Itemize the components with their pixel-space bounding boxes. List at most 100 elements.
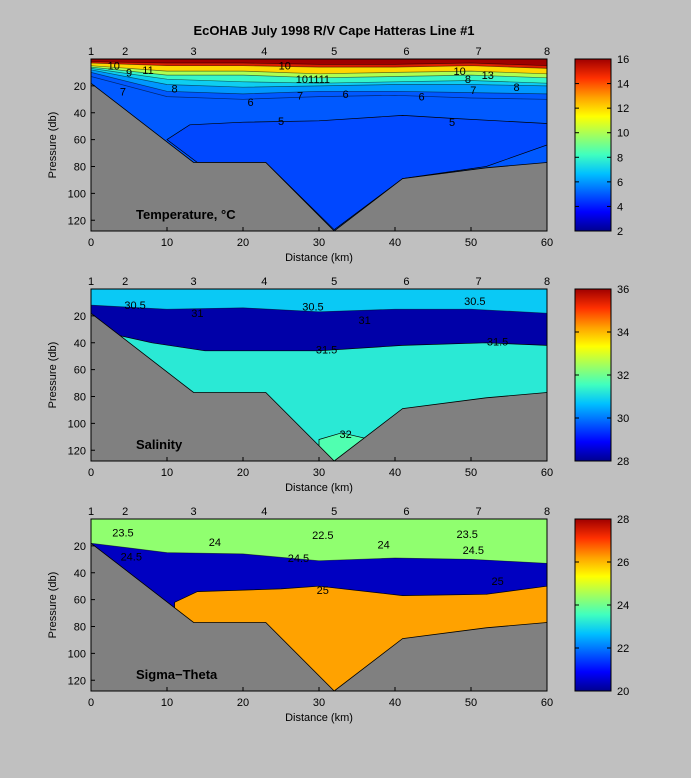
y-tick-label: 120 [68, 215, 86, 227]
x-tick-label: 60 [541, 467, 553, 479]
colorbar-tick-label: 16 [617, 54, 629, 66]
colorbar-tick-label: 34 [617, 327, 629, 339]
contour-label: 6 [343, 89, 349, 101]
x-tick-label: 0 [88, 697, 94, 709]
contour-label: 11 [142, 65, 153, 77]
x-tick-label: 50 [465, 467, 477, 479]
colorbar-tick-label: 8 [617, 152, 623, 164]
station-label: 6 [403, 276, 409, 288]
contour-label: 101111 [296, 74, 330, 86]
colorbar [574, 58, 612, 232]
contour-label: 8 [172, 84, 178, 96]
x-tick-label: 40 [389, 697, 401, 709]
y-tick-label: 120 [68, 675, 86, 687]
x-tick-label: 60 [541, 697, 553, 709]
x-tick-label: 50 [465, 237, 477, 249]
colorbar-tick-label: 36 [617, 284, 629, 296]
panel-label: Sigma−Theta [136, 667, 218, 682]
station-label: 6 [403, 506, 409, 518]
contour-label: 7 [297, 90, 303, 102]
x-tick-label: 40 [389, 237, 401, 249]
contour-label: 6 [248, 97, 254, 109]
contour-label: 30.5 [124, 300, 145, 312]
y-axis-label: Pressure (db) [47, 112, 59, 179]
contour-label: 30.5 [302, 301, 323, 313]
colorbar-tick-label: 14 [617, 79, 629, 91]
panel-label: Salinity [136, 437, 183, 452]
x-tick-label: 20 [237, 237, 249, 249]
y-tick-label: 40 [74, 338, 86, 350]
contour-label: 30.5 [464, 296, 485, 308]
x-tick-label: 60 [541, 237, 553, 249]
station-label: 5 [331, 46, 337, 58]
contour-label: 13 [482, 70, 494, 82]
station-label: 1 [88, 276, 94, 288]
contour-label: 5 [278, 116, 284, 128]
y-tick-label: 100 [68, 188, 86, 200]
contour-plot: 23.5 24.5 24 24.5 25 24 24.5 25 23.5 22.5 [91, 519, 547, 691]
colorbar-tick-label: 2 [617, 226, 623, 238]
contour-label: 25 [317, 585, 329, 597]
station-label: 3 [191, 276, 197, 288]
contour-label: 22.5 [312, 530, 333, 542]
contour-label: 24.5 [121, 552, 142, 564]
colorbar [574, 288, 612, 462]
x-tick-label: 50 [465, 697, 477, 709]
y-tick-label: 120 [68, 445, 86, 457]
station-label: 4 [261, 46, 267, 58]
station-label: 3 [191, 46, 197, 58]
x-tick-label: 10 [161, 237, 173, 249]
contour-label: 23.5 [112, 527, 133, 539]
contour-label: 32 [339, 429, 351, 441]
contour-label: 10 [108, 61, 120, 73]
station-label: 4 [261, 506, 267, 518]
y-tick-label: 80 [74, 162, 86, 174]
y-tick-label: 60 [74, 135, 86, 147]
x-tick-label: 20 [237, 467, 249, 479]
contour-label: 24.5 [463, 545, 484, 557]
y-tick-label: 80 [74, 392, 86, 404]
station-label: 8 [544, 276, 550, 288]
contour-label: 8 [514, 82, 520, 94]
station-label: 7 [476, 276, 482, 288]
contour-label: 31 [358, 315, 370, 327]
station-label: 2 [122, 276, 128, 288]
contour-label: 8 [465, 74, 471, 86]
colorbar [574, 518, 612, 692]
x-tick-label: 0 [88, 467, 94, 479]
y-tick-label: 40 [74, 568, 86, 580]
colorbar-tick-label: 24 [617, 600, 629, 612]
contour-label: 5 [449, 117, 455, 129]
contour-label: 25 [491, 576, 503, 588]
contour-label: 24 [377, 540, 389, 552]
contour-label: 24 [209, 537, 221, 549]
contour-band [91, 519, 547, 564]
station-label: 2 [122, 506, 128, 518]
colorbar-tick-label: 12 [617, 103, 629, 115]
figure-title: EcOHAB July 1998 R/V Cape Hatteras Line … [193, 23, 474, 38]
colorbar-tick-label: 26 [617, 557, 629, 569]
station-label: 1 [88, 506, 94, 518]
contour-label: 6 [419, 92, 425, 104]
x-tick-label: 30 [313, 467, 325, 479]
y-tick-label: 100 [68, 418, 86, 430]
colorbar-tick-label: 4 [617, 201, 623, 213]
y-tick-label: 60 [74, 595, 86, 607]
station-label: 7 [476, 46, 482, 58]
contour-label: 7 [470, 85, 476, 97]
station-label: 1 [88, 46, 94, 58]
colorbar-tick-label: 28 [617, 514, 629, 526]
contour-label: 24.5 [288, 553, 309, 565]
x-tick-label: 10 [161, 697, 173, 709]
x-tick-label: 10 [161, 467, 173, 479]
contour-band [91, 59, 547, 67]
y-tick-label: 20 [74, 81, 86, 93]
colorbar-tick-label: 22 [617, 643, 629, 655]
station-label: 5 [331, 506, 337, 518]
contour-label: 7 [120, 86, 126, 98]
